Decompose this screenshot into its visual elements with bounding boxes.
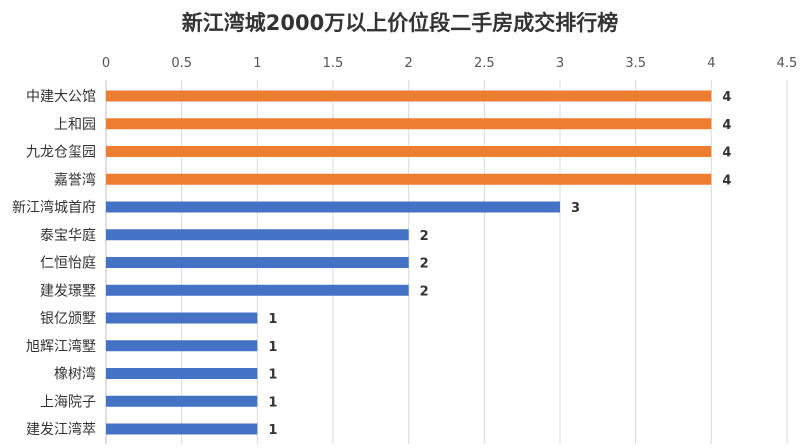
bar	[106, 229, 409, 241]
chart-title: 新江湾城2000万以上价位段二手房成交排行榜	[182, 11, 618, 35]
tick-label: 4.5	[777, 56, 798, 71]
bar	[106, 423, 258, 435]
category-label: 嘉誉湾	[54, 171, 96, 188]
data-label: 4	[722, 173, 731, 188]
tick-label: 4	[707, 56, 715, 71]
tick-label: 2.5	[474, 56, 495, 71]
category-label: 旭辉江湾墅	[26, 338, 96, 355]
tick-label: 2	[405, 56, 413, 71]
category-label: 银亿颁墅	[40, 311, 96, 327]
tick-label: 0.5	[171, 56, 192, 71]
tick-label: 0	[102, 56, 110, 71]
tick-label: 3	[556, 56, 564, 71]
data-label: 4	[722, 118, 731, 133]
category-label: 中建大公馆	[26, 89, 96, 105]
tick-label: 3.5	[625, 56, 646, 71]
bars	[106, 90, 712, 435]
data-label: 1	[268, 312, 277, 327]
data-label: 3	[571, 201, 580, 216]
category-label: 橡树湾	[54, 366, 96, 383]
data-label: 1	[268, 423, 277, 438]
bar	[106, 368, 258, 379]
data-labels: 4 4 4 4 3 2 2 2 1 1 1 1 1	[268, 90, 731, 438]
data-label: 1	[268, 340, 277, 355]
tick-label: 1.5	[323, 56, 344, 71]
tick-label: 1	[253, 56, 261, 71]
category-label: 建发江湾萃	[26, 421, 96, 438]
bar	[106, 201, 560, 213]
category-label: 仁恒怡庭	[40, 255, 96, 272]
bar	[106, 118, 712, 130]
category-label: 九龙仓玺园	[26, 145, 96, 161]
bar	[106, 173, 712, 185]
data-label: 2	[420, 284, 429, 299]
category-label: 上海院子	[40, 394, 96, 410]
bar	[106, 257, 409, 268]
data-label: 1	[268, 368, 277, 383]
data-label: 2	[420, 257, 429, 272]
bar	[106, 395, 258, 407]
category-label: 新江湾城首府	[12, 199, 96, 216]
data-label: 1	[268, 395, 277, 410]
x-axis-ticks: 0 0.5 1 1.5 2 2.5 3 3.5 4 4.5	[102, 56, 797, 71]
data-label: 4	[722, 146, 731, 161]
bar	[106, 146, 712, 157]
bar	[106, 90, 712, 102]
category-label: 建发璟墅	[40, 283, 96, 299]
category-labels: 中建大公馆上和园九龙仓玺园嘉誉湾新江湾城首府泰宝华庭仁恒怡庭建发璟墅银亿颁墅旭辉…	[12, 89, 96, 438]
bar	[106, 312, 258, 324]
category-label: 上和园	[54, 117, 96, 133]
data-label: 2	[420, 229, 429, 244]
data-label: 4	[722, 90, 731, 105]
bar	[106, 284, 409, 296]
bar	[106, 340, 258, 352]
category-label: 泰宝华庭	[40, 227, 96, 244]
